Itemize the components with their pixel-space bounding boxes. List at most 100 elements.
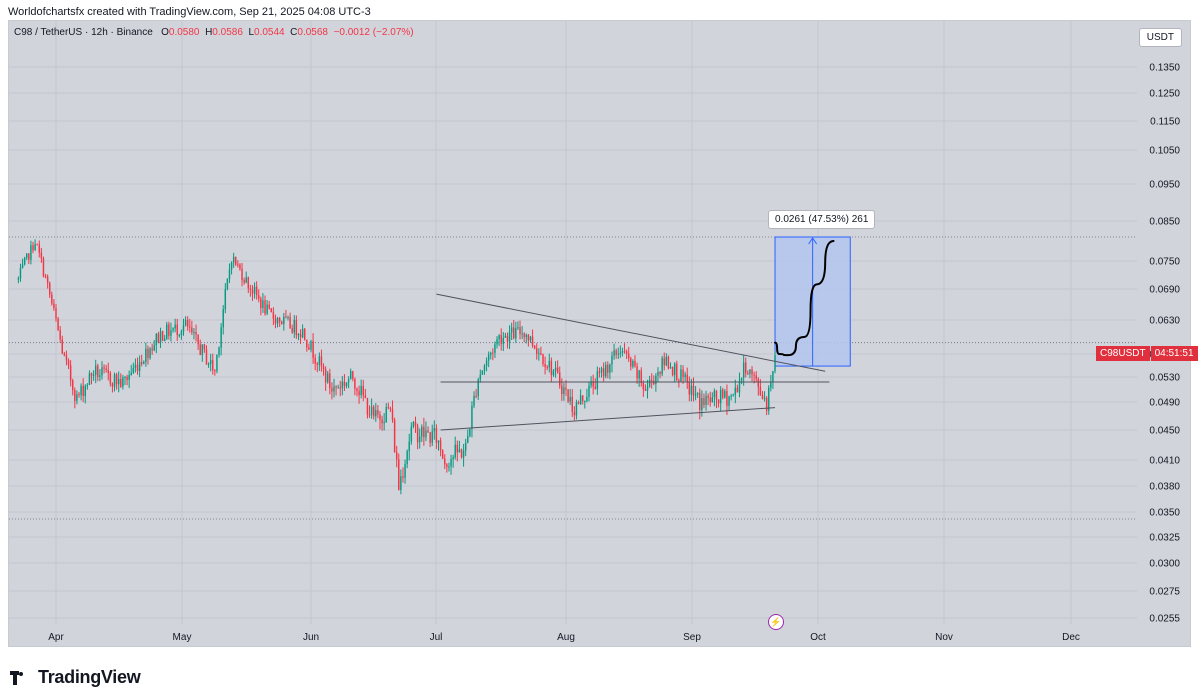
candle-body (57, 318, 59, 331)
candle-up (224, 283, 227, 314)
candle-down (625, 349, 628, 359)
flash-icon[interactable]: ⚡ (768, 614, 784, 630)
candle-body (661, 358, 663, 374)
candle-body (23, 257, 26, 265)
candle-body (19, 268, 22, 279)
candle-up (113, 372, 116, 392)
candle-body (646, 386, 649, 391)
candle-body (163, 338, 166, 341)
candle-body (584, 400, 586, 402)
candle-down (475, 389, 477, 399)
candle-down (581, 395, 584, 405)
candle-body (46, 276, 49, 283)
candle-body (592, 381, 594, 387)
candle-up (297, 333, 300, 341)
candle-body (663, 358, 665, 366)
candle-body (124, 376, 126, 378)
candle-body (686, 374, 688, 382)
candle-body (197, 334, 199, 345)
candle-body (101, 367, 103, 376)
candle-down (324, 366, 327, 391)
candle-up (375, 403, 377, 422)
candle-up (431, 424, 433, 447)
candle-down (709, 391, 711, 407)
candle-body (496, 339, 498, 345)
candle-body (291, 328, 293, 333)
candle-body (738, 380, 741, 393)
candle-up (763, 391, 766, 402)
candle-up (696, 392, 699, 398)
candle-body (201, 344, 204, 355)
candle-body (751, 369, 753, 375)
candle-body (448, 466, 450, 468)
candle-down (446, 463, 448, 473)
time-tick-label: May (173, 632, 192, 643)
candle-body (239, 264, 241, 269)
candle-up (266, 299, 268, 316)
candle-body (774, 355, 776, 372)
candle-body (115, 374, 118, 385)
candle-up (632, 359, 634, 369)
candle-body (76, 394, 78, 401)
candle-body (577, 402, 580, 405)
candle-up (552, 369, 555, 377)
candle-down (316, 361, 319, 373)
candle-up (21, 258, 24, 269)
candle-down (542, 353, 544, 367)
candle-down (429, 432, 431, 448)
candle-down (506, 332, 509, 349)
candle-down (195, 324, 197, 342)
candle-down (59, 325, 61, 343)
candle-body (759, 386, 762, 395)
candle-body (391, 409, 394, 420)
candle-body (299, 334, 302, 338)
candle-body (694, 394, 697, 396)
candle-body (170, 330, 172, 336)
candle-body (372, 406, 375, 417)
symbol-label[interactable]: C98 / TetherUS · 12h · Binance (14, 27, 153, 38)
candle-body (747, 373, 749, 375)
price-tick-label: 0.0850 (1149, 217, 1180, 228)
price-chart[interactable]: 0.1350 0.1250 0.1150 0.1050 0.0950 0.0850 0.07… (9, 21, 1190, 646)
time-tick-label: Jun (303, 632, 319, 643)
price-tick-label: 0.0380 (1149, 482, 1180, 493)
candle-up (458, 440, 461, 453)
candle-body (308, 347, 310, 350)
candle-body (310, 341, 312, 350)
candle-down (51, 291, 53, 306)
candle-up (661, 355, 663, 377)
candle-up (494, 341, 496, 358)
candle-down (531, 329, 534, 348)
candle-up (101, 361, 103, 380)
candle-body (544, 364, 546, 368)
candle-body (395, 452, 398, 460)
currency-button[interactable]: USDT (1138, 28, 1182, 47)
candle-body (552, 370, 555, 376)
candle-body (199, 344, 201, 355)
candle-body (251, 289, 254, 294)
candle-body (632, 361, 634, 367)
candle-up (690, 378, 693, 402)
candle-down (558, 366, 561, 389)
candle-body (191, 327, 193, 333)
candle-down (343, 374, 346, 391)
candle-up (124, 376, 126, 385)
candle-down (356, 387, 358, 397)
candle-body (598, 371, 601, 373)
candle-body (556, 367, 559, 373)
candle-body (575, 402, 578, 416)
candle-down (40, 247, 43, 263)
candle-up (749, 369, 751, 379)
candle-down (623, 343, 626, 354)
candle-body (276, 318, 279, 324)
candle-up (485, 357, 488, 372)
candle-body (97, 365, 99, 377)
candle-down (598, 367, 601, 378)
candle-body (272, 312, 275, 319)
candle-down (753, 371, 755, 384)
candle-body (61, 339, 64, 354)
price-tick-label: 0.0450 (1149, 426, 1180, 437)
candle-down (243, 277, 245, 285)
candle-body (655, 375, 657, 385)
chart-panel[interactable]: 0.1350 0.1250 0.1150 0.1050 0.0950 0.0850 0.07… (8, 20, 1198, 647)
